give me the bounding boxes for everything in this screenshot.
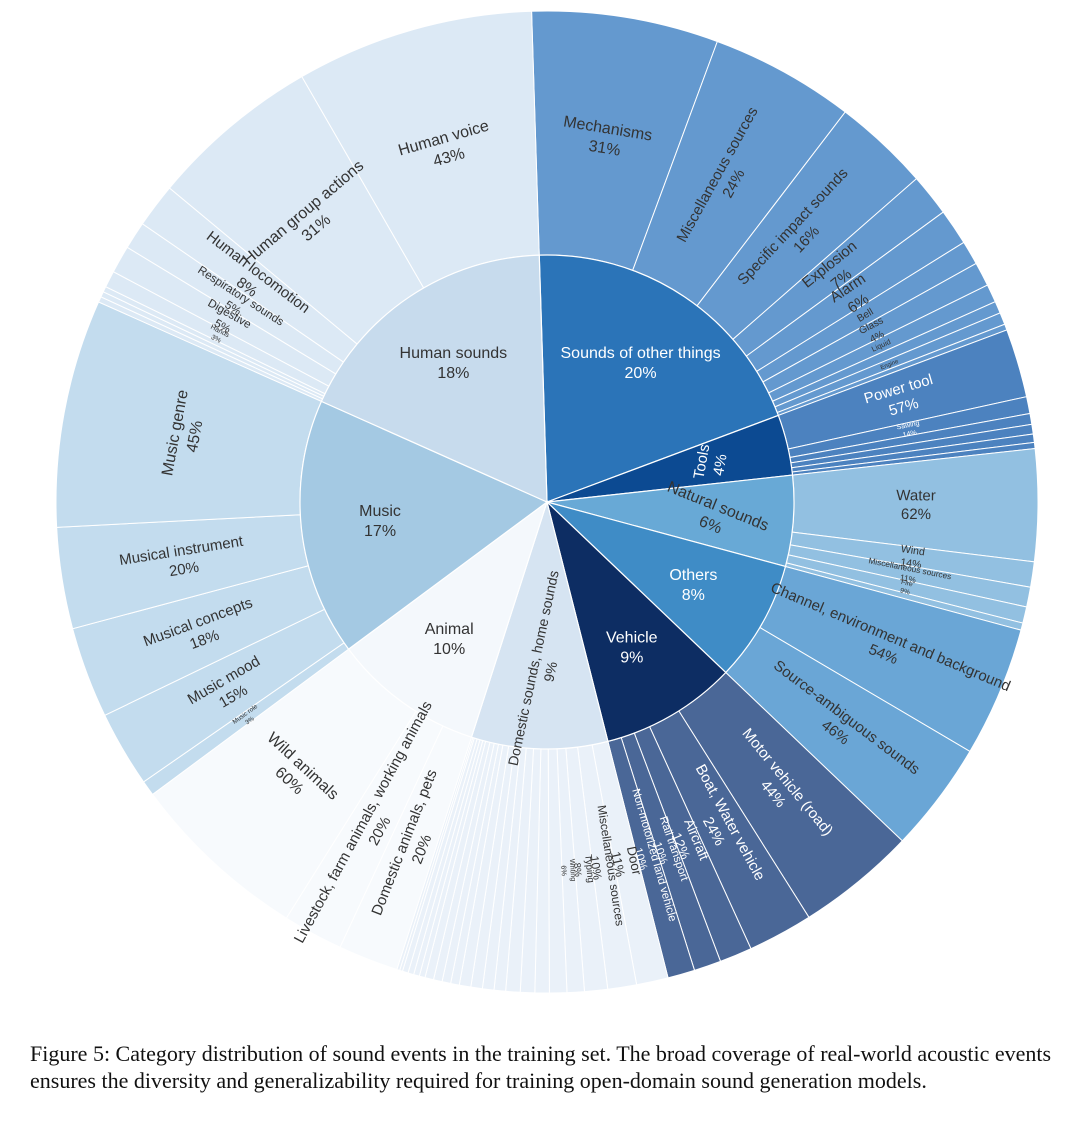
label-music: Music 17%	[359, 503, 401, 540]
slice-music	[299, 400, 549, 650]
label-sounds-of-other-things: Sounds of other things 20%	[560, 345, 720, 382]
label-tools-sawing: Sawing14%	[896, 420, 922, 440]
slice-others	[546, 501, 787, 674]
slice-sounds-of-other-things	[538, 254, 780, 503]
sunburst-chart: Sounds of other things 20%Mechanisms31% Mi…	[55, 10, 1039, 994]
label-natural-sounds-wind: Wind14%	[898, 543, 926, 572]
label-domestic-sounds-home-sounds-typing: Typing8%	[570, 854, 596, 885]
label-tools: Tools4%	[690, 443, 731, 484]
slice-domestic-sounds-home-sounds	[470, 499, 609, 750]
label-domestic-sounds-home-sounds-door: Door11%	[608, 845, 645, 880]
label-human-sounds: Human sounds 18%	[400, 345, 508, 382]
slice-animal	[347, 500, 549, 738]
slice-human-sounds	[320, 254, 548, 503]
label-vehicle: Vehicle 9%	[606, 630, 658, 667]
figure-caption: Figure 5: Category distribution of sound…	[30, 1041, 1052, 1093]
label-animal: Animal 10%	[425, 621, 474, 658]
label-domestic-sounds-home-sounds-writing: Writing6%	[559, 859, 578, 882]
label-natural-sounds-water: Water 62%	[896, 487, 936, 523]
label-natural-sounds-fire: Fire9%	[898, 579, 913, 597]
label-others: Others 8%	[669, 567, 717, 604]
slice-vehicle	[545, 500, 727, 743]
